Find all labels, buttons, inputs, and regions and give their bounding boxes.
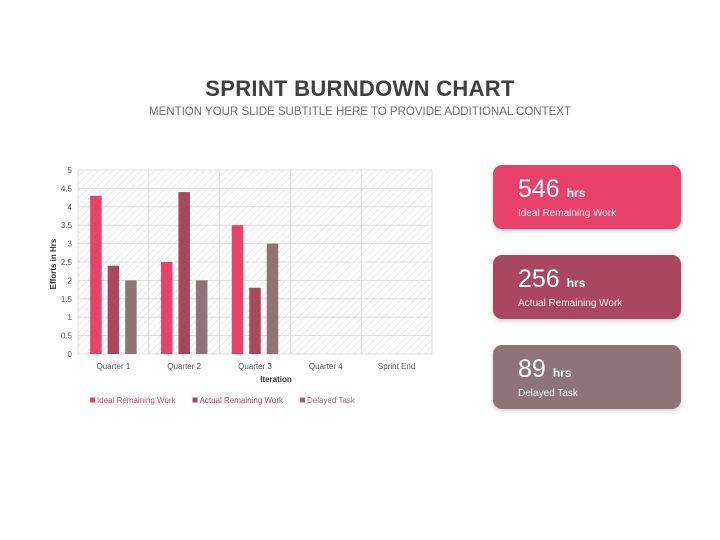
stat-label: Ideal Remaining Work: [518, 208, 617, 219]
stat-value: 546: [518, 175, 560, 203]
x-tick-label: Quarter 4: [309, 362, 343, 371]
bar-actual-remaining-work: [107, 265, 120, 354]
y-tick-label: 1.5: [61, 295, 73, 304]
y-tick-label: 3.5: [61, 221, 73, 230]
bar-ideal-remaining-work: [231, 225, 244, 354]
stat-value: 256: [518, 265, 560, 293]
page-title: SPRINT BURNDOWN CHART: [205, 76, 515, 101]
legend-entry: Delayed Task: [307, 396, 356, 405]
bar-actual-remaining-work: [178, 192, 190, 354]
x-tick-label: Sprint End: [378, 362, 415, 371]
bar-ideal-remaining-work: [90, 195, 102, 354]
legend-entry: Ideal Remaining Work: [97, 396, 177, 405]
y-tick-label: 5: [68, 166, 73, 175]
burndown-bar-chart: 0 0.5 1 1.5 2 2.5 3 3.5 4 4.5 5 Quarter 1 Quarter 2…: [49, 166, 433, 405]
page-subtitle: MENTION YOUR SLIDE SUBTITLE HERE TO PROV…: [149, 106, 571, 118]
x-tick-label: Quarter 2: [167, 362, 201, 371]
bar-delayed-task: [266, 243, 279, 354]
x-tick-label: Quarter 3: [238, 362, 272, 371]
stat-label: Actual Remaining Work: [518, 298, 623, 309]
stat-unit: hrs: [552, 366, 572, 380]
stat-card-ideal: 546 hrs Ideal Remaining Work: [493, 165, 681, 229]
legend-swatch: [90, 397, 95, 403]
x-axis-label: Iteration: [260, 375, 292, 384]
y-tick-label: 2.5: [61, 258, 73, 267]
stat-card-actual: 256 hrs Actual Remaining Work: [493, 255, 681, 319]
y-tick-label: 2: [68, 276, 73, 285]
x-tick-label: Quarter 1: [97, 362, 131, 371]
legend-swatch: [192, 397, 198, 403]
y-axis-label: Efforts in Hrs: [49, 238, 58, 289]
bar-ideal-remaining-work: [160, 262, 173, 354]
y-tick-label: 0: [68, 350, 73, 359]
y-tick-label: 4: [68, 203, 73, 212]
stat-label: Delayed Task: [518, 388, 578, 399]
legend-entry: Actual Remaining Work: [200, 396, 284, 405]
y-tick-label: 4.5: [61, 184, 73, 193]
legend-swatch: [300, 397, 306, 403]
bar-actual-remaining-work: [249, 287, 261, 354]
stat-unit: hrs: [566, 276, 586, 290]
stat-card-delayed: 89 hrs Delayed Task: [493, 345, 681, 409]
y-tick-label: 3: [68, 240, 73, 249]
bar-delayed-task: [195, 280, 208, 354]
y-tick-label: 0.5: [61, 332, 73, 341]
bar-delayed-task: [125, 280, 137, 354]
y-tick-label: 1: [68, 313, 73, 322]
stat-value: 89: [518, 355, 546, 383]
stat-unit: hrs: [566, 186, 586, 200]
